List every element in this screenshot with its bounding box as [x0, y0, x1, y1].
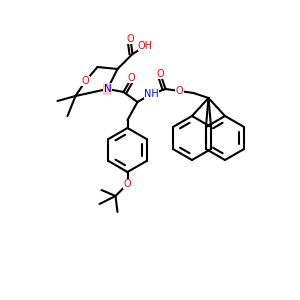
Text: O: O — [128, 73, 135, 83]
Text: N: N — [103, 84, 111, 94]
Text: O: O — [82, 76, 89, 86]
Text: OH: OH — [138, 41, 153, 51]
Text: O: O — [176, 86, 183, 96]
Text: NH: NH — [144, 89, 159, 99]
Text: O: O — [124, 179, 131, 189]
Text: O: O — [127, 34, 134, 44]
Text: O: O — [157, 69, 164, 79]
